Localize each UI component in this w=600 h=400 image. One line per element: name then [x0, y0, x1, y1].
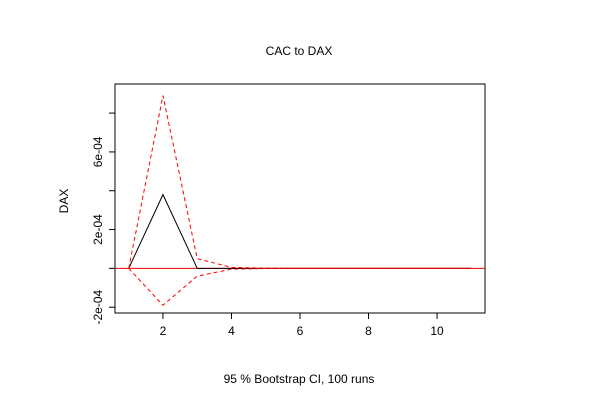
- y-tick-label: -2e-04: [91, 290, 105, 325]
- chart-title: CAC to DAX: [266, 44, 333, 58]
- x-axis-label: 95 % Bootstrap CI, 100 runs: [224, 372, 375, 386]
- series-line-upper: [128, 95, 472, 269]
- x-tick-label: 4: [228, 324, 235, 338]
- y-axis-label: DAX: [57, 189, 71, 214]
- x-tick-label: 6: [297, 324, 304, 338]
- plot-marks: 2 4 6 8 10 -2e-04 2e-04 6e-04: [91, 95, 485, 338]
- y-tick-label: 2e-04: [91, 214, 105, 245]
- x-tick-label: 2: [160, 324, 167, 338]
- series-line-estimate: [128, 193, 472, 269]
- y-tick-label: 6e-04: [91, 136, 105, 167]
- x-tick-label: 10: [430, 324, 444, 338]
- series-line-lower: [128, 267, 472, 306]
- plot-frame: [114, 83, 486, 314]
- x-tick-label: 8: [365, 324, 372, 338]
